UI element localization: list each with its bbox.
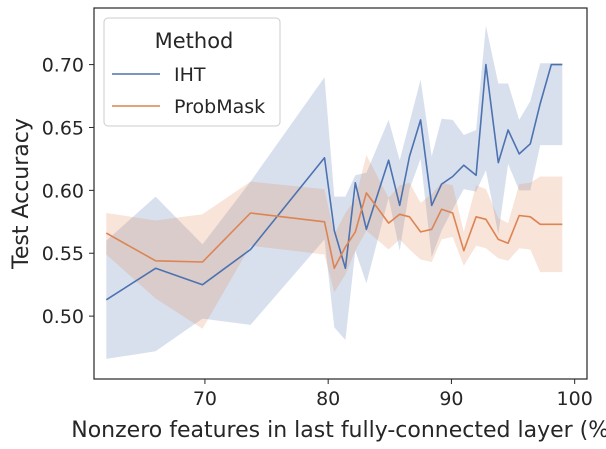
legend-title: Method (155, 29, 234, 53)
x-tick-label: 100 (557, 388, 593, 410)
x-tick-label: 70 (193, 388, 217, 410)
confidence-bands (106, 25, 563, 359)
y-tick-label: 0.65 (42, 117, 84, 139)
probmask-line (105, 192, 563, 270)
y-tick-label: 0.60 (42, 180, 84, 202)
series-lines (105, 63, 563, 301)
y-tick-label: 0.55 (42, 243, 84, 265)
iht-confidence-band (106, 25, 563, 359)
plot-frame (93, 7, 588, 380)
legend: Method IHT ProbMask (103, 17, 281, 127)
legend-box (103, 17, 281, 127)
y-tick-label: 0.70 (42, 55, 84, 77)
legend-label-iht: IHT (174, 64, 206, 86)
probmask-confidence-band (106, 155, 563, 329)
iht-line (105, 63, 563, 301)
axis-ticks: 70 80 90 100 0.50 0.55 0.60 0.65 0.70 (42, 55, 593, 410)
x-tick-label: 90 (439, 388, 463, 410)
y-axis-label: Test Accuracy (9, 118, 34, 270)
y-tick-label: 0.50 (42, 306, 84, 328)
x-tick-label: 80 (316, 388, 340, 410)
x-axis-label: Nonzero features in last fully-connected… (71, 418, 606, 443)
legend-label-probmask: ProbMask (174, 96, 265, 118)
